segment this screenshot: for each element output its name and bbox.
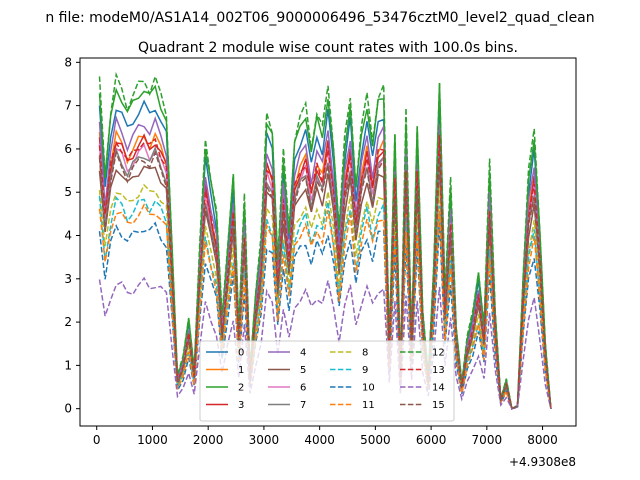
legend-frame <box>199 340 455 422</box>
x-tick-label: 1000 <box>137 433 168 447</box>
legend-label-0: 0 <box>238 348 244 359</box>
y-tick-label: 2 <box>64 315 72 329</box>
legend-label-2: 2 <box>238 383 244 394</box>
legend-label-10: 10 <box>362 383 375 394</box>
y-tick-label: 0 <box>64 402 72 416</box>
legend-label-4: 4 <box>300 348 306 359</box>
y-tick-label: 1 <box>64 358 72 372</box>
legend-label-14: 14 <box>432 383 445 394</box>
legend-label-12: 12 <box>432 348 445 359</box>
y-axis: 0 1 2 3 4 5 6 7 8 <box>64 55 80 416</box>
legend-label-3: 3 <box>238 400 244 411</box>
x-axis-offset-label: +4.9308e8 <box>509 455 576 469</box>
x-tick-label: 7000 <box>472 433 503 447</box>
y-tick-label: 7 <box>64 99 72 113</box>
y-tick-label: 4 <box>64 229 72 243</box>
series-line-12 <box>98 71 552 410</box>
x-tick-label: 5000 <box>360 433 391 447</box>
x-tick-label: 8000 <box>527 433 558 447</box>
legend-label-13: 13 <box>432 365 445 376</box>
x-tick-label: 0 <box>93 433 101 447</box>
series-line-10 <box>98 221 552 410</box>
legend-label-9: 9 <box>362 365 368 376</box>
x-tick-label: 2000 <box>193 433 224 447</box>
plot-lines <box>98 71 552 410</box>
y-tick-label: 6 <box>64 142 72 156</box>
legend-label-5: 5 <box>300 365 306 376</box>
legend-label-7: 7 <box>300 400 306 411</box>
series-line-14 <box>98 276 552 410</box>
x-tick-label: 4000 <box>304 433 335 447</box>
series-line-11 <box>98 203 552 410</box>
legend-label-11: 11 <box>362 400 375 411</box>
x-tick-label: 3000 <box>249 433 280 447</box>
legend-label-6: 6 <box>300 383 306 394</box>
legend-label-15: 15 <box>432 400 445 411</box>
x-tick-label: 6000 <box>416 433 447 447</box>
x-axis: 0 1000 2000 3000 4000 5000 6000 7000 8000 <box>93 426 558 447</box>
y-tick-label: 8 <box>64 55 72 69</box>
series-line-13 <box>98 135 552 410</box>
series-line-15 <box>98 149 552 410</box>
figure-suptitle: n file: modeM0/AS1A14_002T06_9000006496_… <box>45 10 594 26</box>
legend-label-1: 1 <box>238 365 244 376</box>
chart-title: Quadrant 2 module wise count rates with … <box>138 40 518 56</box>
plot-frame <box>79 57 577 427</box>
y-tick-label: 3 <box>64 272 72 286</box>
y-tick-label: 5 <box>64 185 72 199</box>
legend-label-8: 8 <box>362 348 368 359</box>
